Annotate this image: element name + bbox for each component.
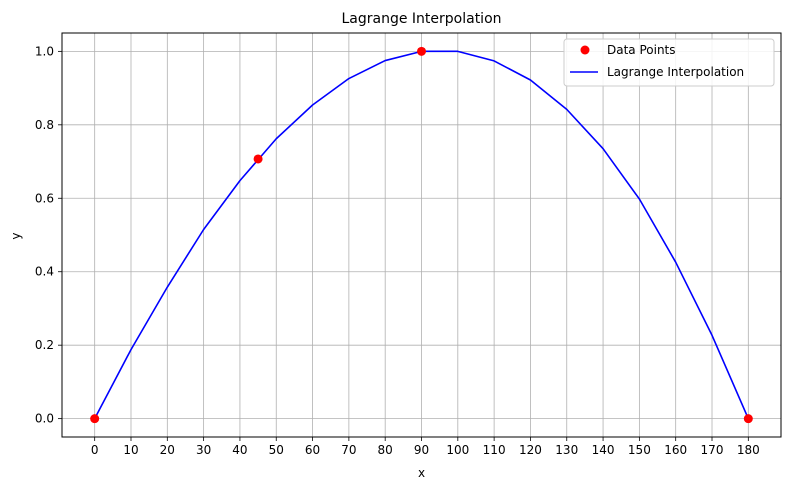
- y-tick-label: 0.0: [35, 412, 54, 426]
- x-tick-label: 160: [664, 443, 687, 457]
- y-tick-label: 0.4: [35, 265, 54, 279]
- x-tick-label: 10: [123, 443, 138, 457]
- x-tick-label: 120: [519, 443, 542, 457]
- data-point: [253, 154, 263, 164]
- data-point: [743, 414, 753, 424]
- data-point: [417, 46, 426, 56]
- points-layer: [90, 46, 753, 424]
- x-tick-label: 50: [269, 443, 284, 457]
- x-tick-label: 60: [305, 443, 320, 457]
- grid-layer: [62, 33, 781, 437]
- legend-label-lagrange-interpolation: Lagrange Interpolation: [607, 65, 744, 79]
- x-tick-label: 140: [592, 443, 615, 457]
- x-tick-label: 170: [701, 443, 724, 457]
- y-tick-label: 1.0: [35, 44, 54, 58]
- y-tick-label: 0.8: [35, 118, 54, 132]
- x-tick-label: 180: [737, 443, 760, 457]
- x-tick-label: 80: [378, 443, 393, 457]
- x-axis-label: x: [418, 466, 425, 480]
- legend-marker-data-points: [580, 45, 590, 55]
- x-tick-label: 0: [91, 443, 99, 457]
- x-axis-ticks: 0 10 20 30 40 50 60 70 80 90 100 110 120 130 140 150 160…: [91, 437, 760, 457]
- data-point: [90, 414, 100, 424]
- chart-title: Lagrange Interpolation: [341, 11, 501, 27]
- x-tick-label: 30: [196, 443, 211, 457]
- x-tick-label: 20: [160, 443, 175, 457]
- y-tick-label: 0.6: [35, 191, 54, 205]
- y-tick-label: 0.2: [35, 338, 54, 352]
- x-tick-label: 130: [555, 443, 578, 457]
- legend-label-data-points: Data Points: [607, 43, 676, 57]
- x-tick-label: 100: [446, 443, 469, 457]
- y-axis-label: y: [9, 232, 23, 239]
- x-tick-label: 110: [483, 443, 506, 457]
- y-axis-ticks: 0.0 0.2 0.4 0.6 0.8 1.0: [35, 44, 62, 426]
- x-tick-label: 70: [341, 443, 356, 457]
- x-tick-label: 90: [414, 443, 429, 457]
- legend: Data Points Lagrange Interpolation: [563, 38, 775, 87]
- legend-box: [563, 38, 775, 87]
- x-tick-label: 150: [628, 443, 651, 457]
- x-tick-label: 40: [232, 443, 247, 457]
